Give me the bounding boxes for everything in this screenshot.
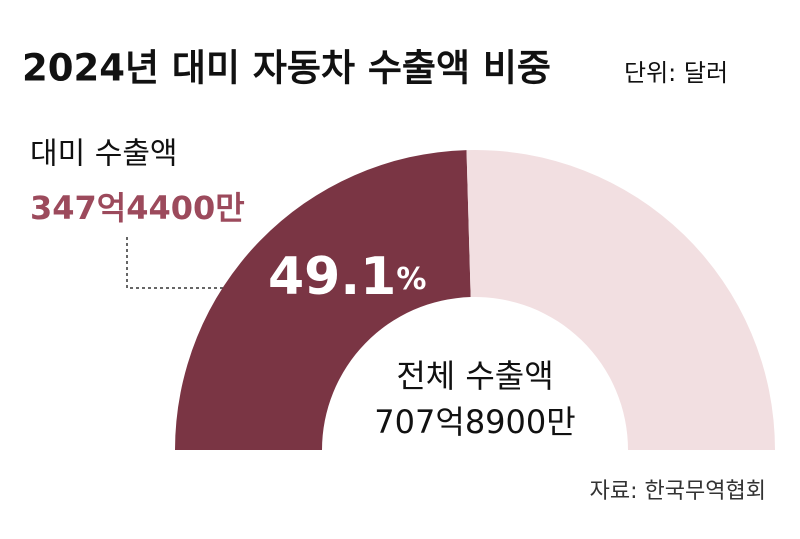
chart-title: 2024년 대미 자동차 수출액 비중 xyxy=(22,47,551,90)
center-label: 전체 수출액 xyxy=(396,357,553,395)
value-label: 49.1% xyxy=(268,247,426,307)
segment xyxy=(466,150,775,450)
unit-note: 단위: 달러 xyxy=(624,59,728,87)
leader-line xyxy=(126,237,225,289)
donut xyxy=(175,150,775,450)
amount-label: 347억4400만 xyxy=(30,189,245,227)
category-label: 대미 수출액 xyxy=(30,137,178,172)
source: 자료: 한국무역협회 xyxy=(590,479,766,504)
center-value: 707억8900만 xyxy=(374,403,575,441)
segment xyxy=(175,150,471,450)
